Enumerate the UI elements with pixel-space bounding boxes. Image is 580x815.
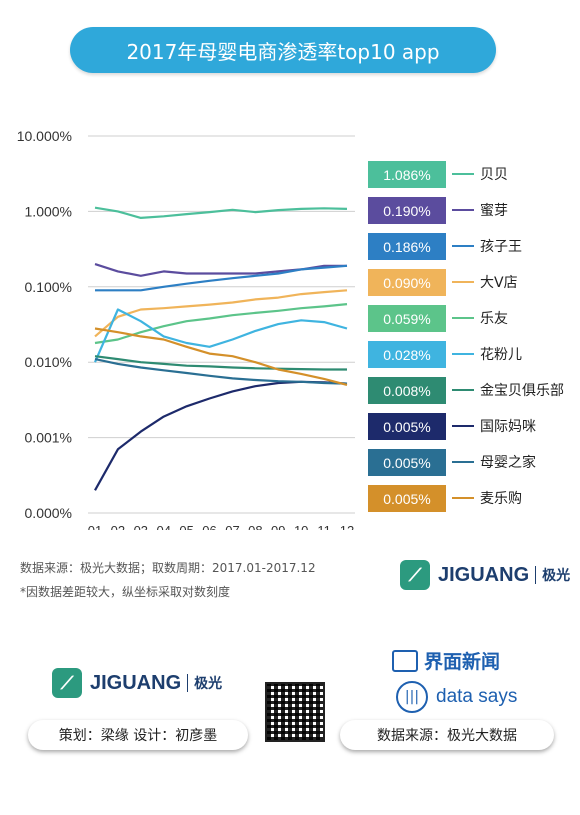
x-tick-label: 07	[225, 523, 239, 530]
jiguang-logo-icon: ⟋	[52, 668, 82, 698]
legend-value-box	[368, 305, 446, 332]
chart: 10.000% 1.000% 0.100% 0.010% 0.001% 0.000% 01 0…	[17, 128, 564, 530]
divider	[187, 674, 189, 692]
x-tick-label: 12	[340, 523, 354, 530]
legend-series-name: 麦乐购	[480, 491, 522, 507]
x-tick-label: 06	[202, 523, 216, 530]
legend-series-name: 贝贝	[480, 167, 508, 183]
legend-value-label: 0.059%	[383, 311, 430, 327]
legend-value-box	[368, 449, 446, 476]
jiemian-logo-icon	[392, 649, 418, 672]
legend-value-box	[368, 197, 446, 224]
series-line	[94, 358, 348, 385]
series-line	[94, 327, 348, 386]
legend-value-label: 0.005%	[383, 455, 430, 471]
legend-series-name: 母婴之家	[480, 454, 536, 471]
legend-value-box	[368, 341, 446, 368]
jiguang-brand-bottom: ⟋ JIGUANG 极光	[52, 668, 222, 698]
legend-series-name: 国际妈咪	[480, 419, 536, 435]
legend-value-box	[368, 413, 446, 440]
credits-pill: 策划：梁缘 设计：初彦墨	[28, 720, 248, 750]
legend-value-box	[368, 233, 446, 260]
legend-value-label: 0.005%	[383, 491, 430, 507]
datasays-wordmark: data says	[436, 686, 518, 707]
legend-value-box	[368, 269, 446, 296]
x-tick-label: 05	[179, 523, 193, 530]
y-tick-label: 0.010%	[25, 354, 72, 370]
series-line	[93, 308, 348, 363]
jiemian-brand: 界面新闻	[392, 647, 500, 674]
x-tick-label: 01	[88, 523, 102, 530]
source-note: 数据来源：极光大数据；取数周期：2017.01-2017.12	[20, 561, 316, 575]
series-line	[94, 206, 348, 220]
x-tick-label: 04	[156, 523, 170, 530]
legend-value-label: 0.028%	[383, 347, 430, 363]
legend-value-label: 0.005%	[383, 419, 430, 435]
x-tick-label: 08	[248, 523, 262, 530]
legend-value-label: 0.090%	[383, 275, 430, 291]
series-line	[94, 355, 347, 371]
y-tick-label: 10.000%	[17, 128, 72, 144]
legend-series-name: 蜜芽	[480, 203, 508, 219]
legend-value-label: 1.086%	[383, 167, 430, 183]
series-line	[94, 289, 348, 338]
y-tick-label: 0.001%	[25, 430, 72, 446]
series-line	[94, 380, 348, 491]
footnote: *因数据差距较大，纵坐标采取对数刻度	[20, 585, 231, 599]
jiguang-cn-wordmark: 极光	[194, 676, 223, 692]
y-tick-label: 1.000%	[25, 203, 72, 219]
legend-value-box	[368, 485, 446, 512]
legend-value-label: 0.190%	[383, 203, 430, 219]
jiguang-wordmark: JIGUANG	[438, 563, 530, 586]
legend-value-label: 0.186%	[383, 239, 430, 255]
x-tick-label: 10	[294, 523, 308, 530]
legend-value-box	[368, 161, 446, 188]
jiguang-wordmark: JIGUANG	[90, 671, 182, 694]
y-tick-label: 0.100%	[25, 279, 72, 295]
datasays-brand: ||| data says	[396, 681, 517, 713]
series-line	[94, 263, 347, 277]
legend-series-name: 孩子王	[480, 239, 522, 255]
legend-series-name: 乐友	[480, 311, 508, 327]
legend-value-box	[368, 377, 446, 404]
x-tick-label: 02	[111, 523, 125, 530]
series-line	[95, 264, 348, 292]
x-tick-label: 03	[134, 523, 148, 530]
y-tick-label: 0.000%	[25, 505, 72, 521]
x-tick-label: 09	[271, 523, 285, 530]
divider	[535, 566, 537, 584]
source-pill: 数据来源：极光大数据	[340, 720, 554, 750]
legend-series-name: 大V店	[480, 275, 518, 291]
jiguang-brand-top: ⟋ JIGUANG 极光	[400, 560, 570, 590]
chart-title: 2017年母婴电商渗透率top10 app	[70, 27, 496, 73]
jiguang-cn-wordmark: 极光	[542, 568, 571, 584]
jiemian-wordmark: 界面新闻	[424, 651, 501, 673]
jiguang-logo-icon: ⟋	[400, 560, 430, 590]
datasays-logo-icon: |||	[396, 681, 428, 713]
series-line	[94, 303, 348, 345]
legend-series-name: 金宝贝俱乐部	[480, 383, 564, 399]
legend-series-name: 花粉儿	[480, 347, 522, 363]
qr-code	[265, 682, 325, 742]
x-tick-label: 11	[317, 523, 331, 530]
legend-value-label: 0.008%	[383, 383, 430, 399]
